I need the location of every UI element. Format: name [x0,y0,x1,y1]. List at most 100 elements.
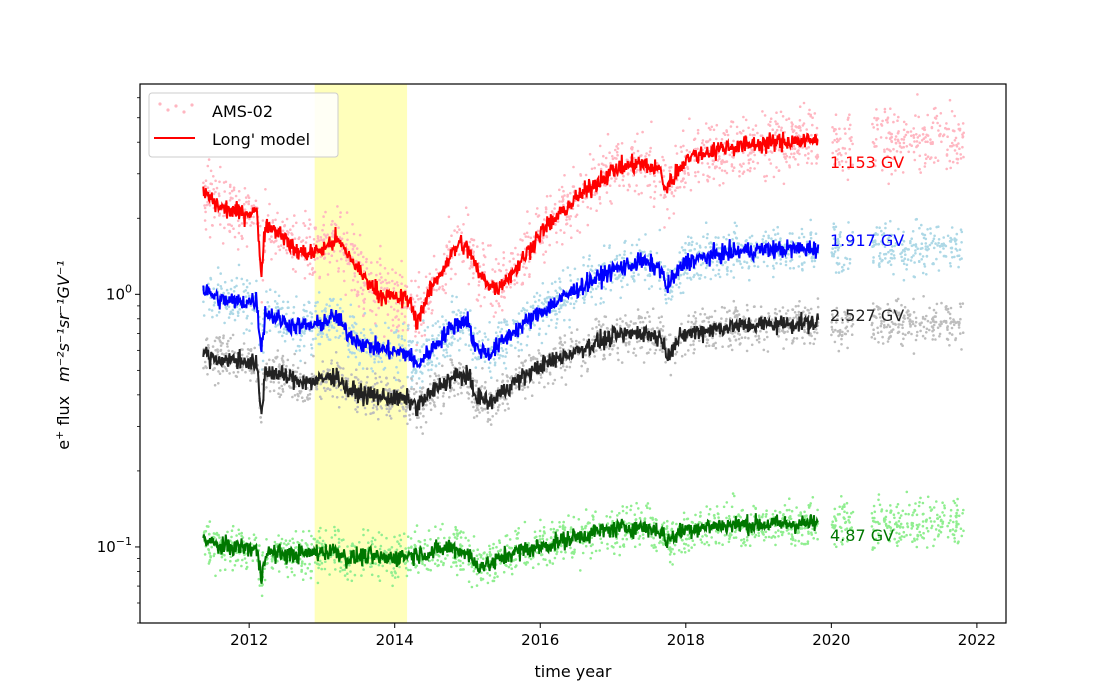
data-point [586,367,589,371]
data-point [388,414,392,418]
data-point [698,277,702,280]
data-point [472,244,475,247]
data-point [247,202,250,206]
data-point [717,268,721,272]
data-point [282,327,286,331]
data-point [561,199,565,203]
data-point [270,235,273,238]
data-point [242,310,245,314]
data-point [390,405,394,408]
data-point [420,323,423,326]
data-point [559,306,563,310]
data-point [653,190,657,194]
data-point [950,320,953,324]
data-point [916,247,919,250]
data-point [797,313,801,317]
data-point [493,361,497,365]
data-point [264,188,267,191]
data-point [769,150,772,153]
data-point [953,255,956,259]
data-point [745,261,749,264]
data-point [805,128,808,131]
data-point [916,330,919,334]
data-point [720,317,723,320]
data-point [871,140,875,144]
data-point [643,250,646,254]
data-point [880,330,883,334]
data-point [213,216,216,219]
data-point [956,161,959,165]
data-point [957,123,960,126]
data-point [510,391,514,394]
data-point [563,231,566,234]
data-point [925,331,928,334]
data-point [604,287,607,291]
data-point [792,266,795,270]
data-point [950,226,954,229]
data-point [732,263,735,267]
data-point [814,531,817,535]
data-point [593,193,597,196]
data-point [958,147,961,150]
data-point [712,128,716,132]
data-point [694,147,697,151]
data-point [726,133,730,137]
data-point [383,335,386,338]
data-point [432,354,436,357]
data-point [552,212,555,216]
data-point [496,353,500,356]
data-point [293,352,297,356]
data-point [890,252,893,256]
data-point [670,192,674,195]
data-point [777,169,781,172]
data-point [391,324,395,327]
data-point [838,333,842,336]
data-point [322,215,325,218]
data-point [569,279,573,282]
data-point [753,133,756,137]
data-point [674,352,677,356]
data-point [716,159,720,162]
data-point [949,166,952,170]
data-point [834,271,838,274]
data-point [483,332,487,335]
data-point [834,328,837,332]
data-point [541,282,545,285]
data-point [231,333,235,337]
data-point [383,321,387,325]
data-point [849,123,852,127]
data-point [905,123,908,126]
data-point [228,372,231,375]
data-point [645,152,648,155]
data-point [931,239,935,243]
data-point [842,268,845,272]
data-point [322,223,326,227]
data-point [499,330,502,334]
data-point [312,238,316,241]
data-point [468,240,472,244]
data-point [813,330,816,334]
data-point [450,341,454,345]
data-point [546,296,549,299]
data-point [728,309,731,313]
data-point [296,398,299,402]
data-point [894,169,897,172]
data-point [406,324,410,328]
data-point [427,307,431,311]
data-point [679,341,682,345]
data-point [249,224,252,227]
data-point [935,257,938,261]
data-point [506,375,509,379]
data-point [502,361,506,365]
data-point [848,262,852,265]
data-point [242,332,246,335]
data-point [694,317,698,320]
data-point [681,177,685,180]
data-point [678,251,681,254]
data-point [954,338,957,342]
data-point [444,283,448,286]
data-point [345,259,348,262]
data-point [606,547,609,550]
data-point [362,334,366,337]
data-point [741,172,745,175]
